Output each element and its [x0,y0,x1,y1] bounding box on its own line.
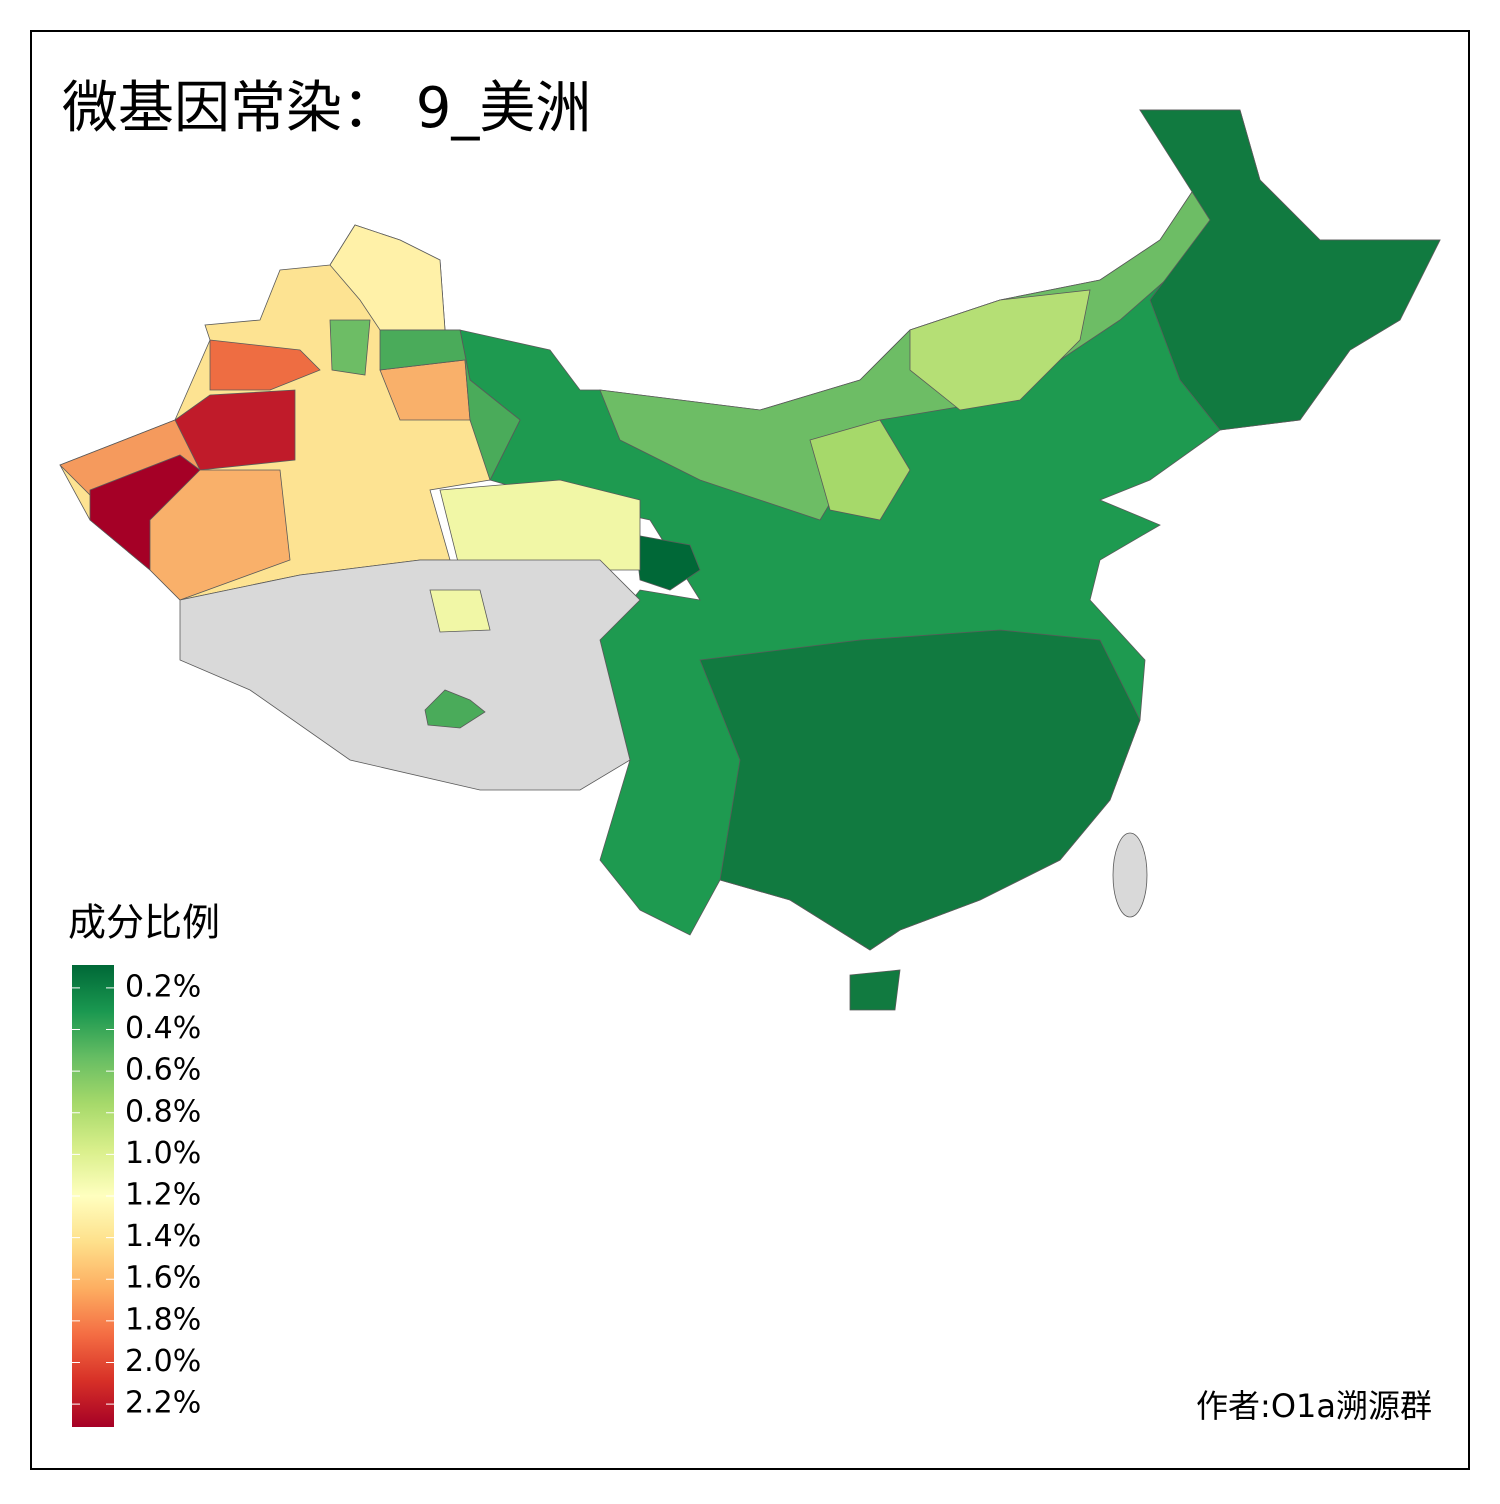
legend-tick-label: 1.4% [125,1219,201,1254]
title: 微基因常染： 9_美洲 [62,76,591,141]
author: 作者:O1a溯源群 [1196,1387,1432,1425]
map [59,109,1441,1011]
region [329,224,446,331]
legend-tick-label: 0.6% [125,1053,201,1088]
legend-tick-label: 1.8% [125,1302,201,1337]
legend-tick-label: 0.4% [125,1011,201,1046]
legend-tick-label: 2.0% [125,1344,201,1379]
region [809,419,911,521]
legend-tick-label: 0.8% [125,1094,201,1129]
region [209,339,321,391]
region [149,469,291,601]
region [909,289,1091,411]
legend-tick-label: 1.6% [125,1261,201,1296]
legend-title: 成分比例 [68,901,220,945]
region [1139,109,1441,431]
region [699,629,1141,951]
legend-tick-label: 0.2% [125,969,201,1004]
region [1112,832,1148,918]
region [179,559,641,791]
legend-tick-label: 1.0% [125,1136,201,1171]
region [429,589,491,633]
region [424,689,486,729]
region [439,479,641,571]
region [329,319,371,376]
region [379,329,521,482]
legend-tick-label: 2.2% [125,1386,201,1421]
legend-ticks: 0.2% 0.4% 0.6% 0.8% 1.0% 1.2% 1.4% 1.6% 1.8% 2.0%… [72,969,201,1421]
legend-tick-label: 1.2% [125,1178,201,1213]
region [634,534,701,591]
region [849,969,901,1011]
